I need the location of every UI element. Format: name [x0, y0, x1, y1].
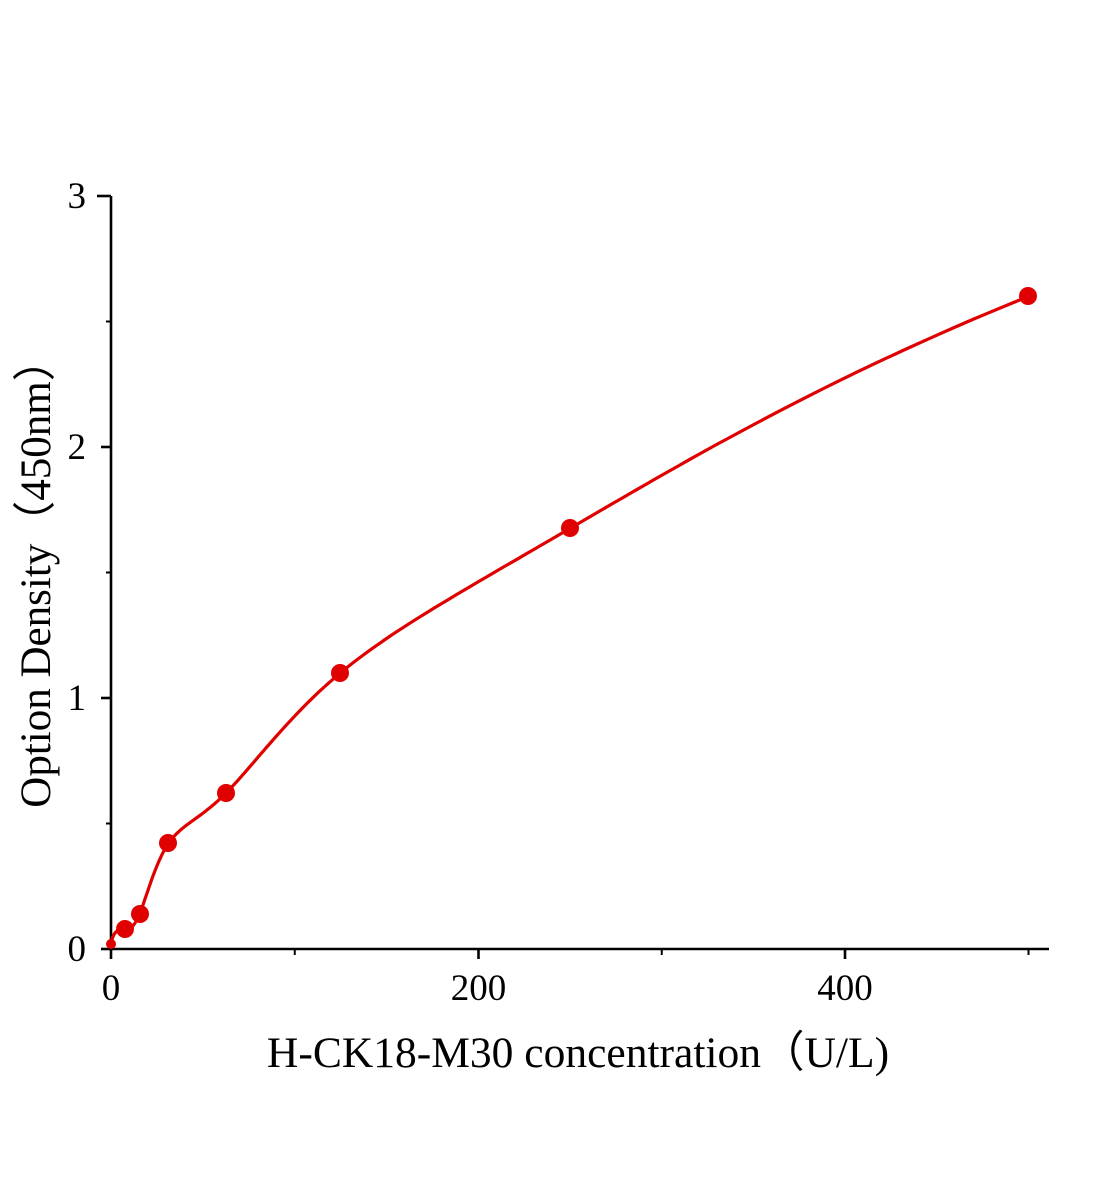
svg-text:200: 200 [451, 968, 507, 1009]
svg-text:400: 400 [817, 968, 873, 1009]
svg-text:3: 3 [68, 176, 87, 217]
svg-text:2: 2 [68, 427, 87, 468]
svg-text:0: 0 [102, 968, 121, 1009]
svg-text:0: 0 [68, 929, 87, 970]
svg-text:Option Density（450nm）: Option Density（450nm） [13, 338, 60, 807]
svg-text:1: 1 [68, 678, 87, 719]
svg-text:H-CK18-M30 concentration（U/L): H-CK18-M30 concentration（U/L) [267, 1029, 889, 1077]
